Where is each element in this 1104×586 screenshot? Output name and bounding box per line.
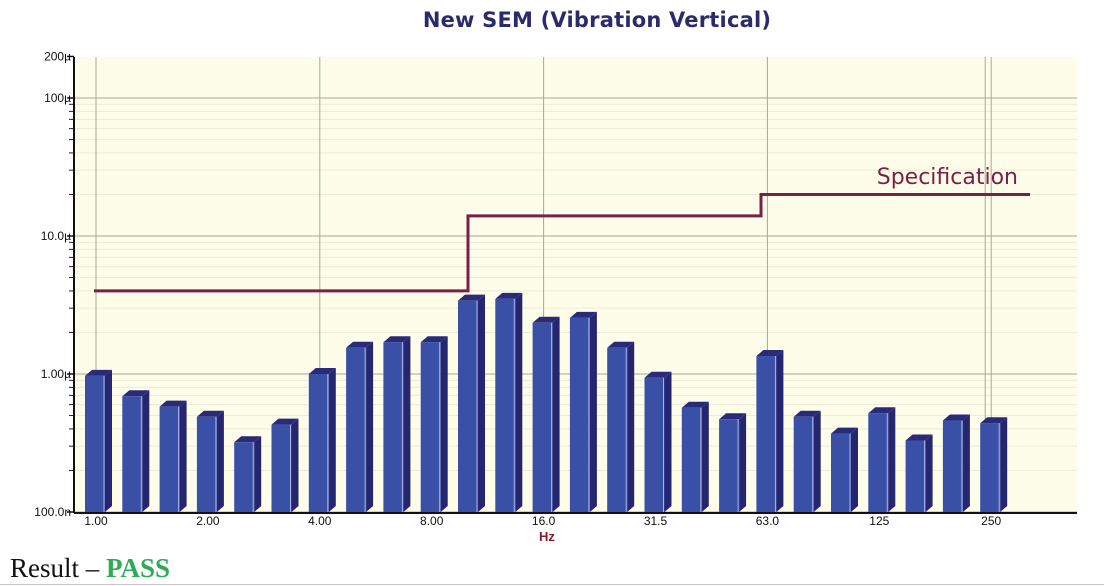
y-tick-label: 200µ xyxy=(44,49,71,63)
x-tick-label: 250 xyxy=(981,514,1001,528)
specification-label: Specification xyxy=(877,165,1018,190)
x-tick-label: 1.00 xyxy=(84,514,108,528)
bars xyxy=(85,292,1008,512)
x-tick-label: 2.00 xyxy=(196,514,220,528)
x-axis-label: Hz xyxy=(539,529,555,544)
divider xyxy=(0,584,1104,585)
x-tick-label: 4.00 xyxy=(308,514,332,528)
result-text: Result – PASS xyxy=(10,553,170,584)
y-tick-label: 1.00µ xyxy=(41,367,71,381)
y-tick-label: 100µ xyxy=(44,91,71,105)
x-tick-label: 16.0 xyxy=(532,514,556,528)
x-tick-label: 8.00 xyxy=(420,514,444,528)
result-label: Result – xyxy=(10,553,107,583)
specification-line: Specification xyxy=(94,165,1030,293)
x-tick-label: 63.0 xyxy=(756,514,780,528)
axes: 100.0n 1.00µ 10.0µ 100µ 200µ 1.00 2.00 4.00 8.00… xyxy=(34,49,1077,544)
y-tick-label: 10.0µ xyxy=(41,229,71,243)
x-tick-label: 31.5 xyxy=(644,514,668,528)
y-tick-label: 100.0n xyxy=(34,505,71,519)
chart-title: New SEM (Vibration Vertical) xyxy=(422,8,772,32)
result-status-badge: PASS xyxy=(106,553,171,583)
x-tick-label: 125 xyxy=(869,514,889,528)
